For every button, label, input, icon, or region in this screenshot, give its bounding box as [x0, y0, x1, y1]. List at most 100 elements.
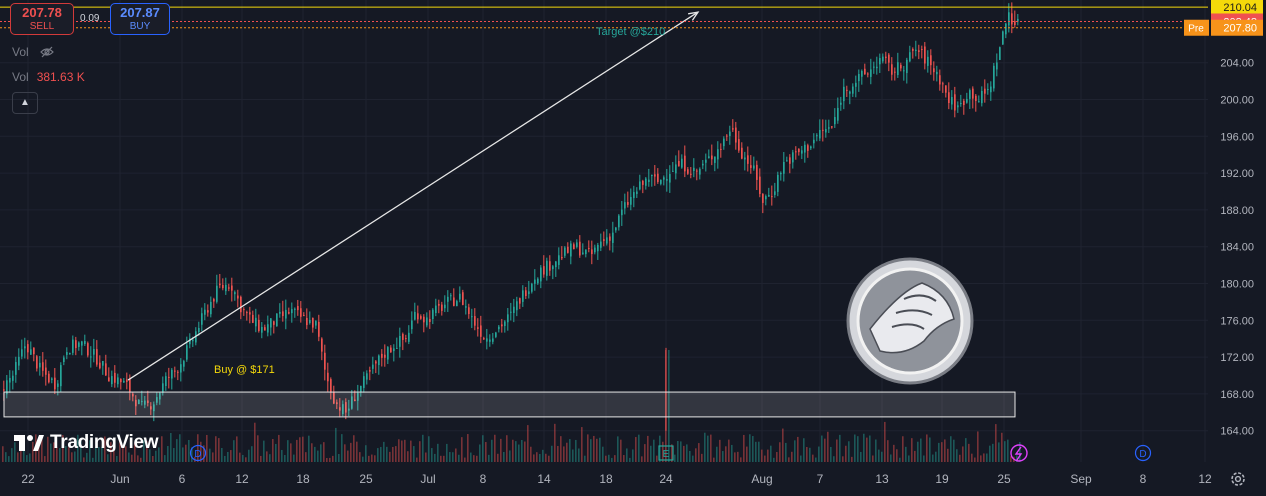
volume-bar [152, 456, 154, 462]
price-tag-label: 210.04 [1223, 2, 1257, 14]
volume-bar [413, 446, 415, 462]
candle-body [918, 50, 920, 52]
volume-bar [857, 436, 859, 462]
candle-body [651, 174, 653, 177]
volume-bar [866, 437, 868, 462]
candle-body [381, 353, 383, 358]
x-tick-label: Aug [751, 472, 772, 486]
candle-body [843, 86, 845, 102]
candle-body [567, 246, 569, 253]
volume-bar [683, 445, 685, 462]
candle-body [990, 86, 992, 93]
candle-body [270, 318, 272, 328]
volume-bar [671, 444, 673, 462]
volume-bar [17, 452, 19, 462]
volume-bar [272, 439, 274, 462]
volume-bar [737, 451, 739, 462]
volume-bar [173, 448, 175, 462]
volume-bar [917, 441, 919, 462]
volume-bar [956, 449, 958, 462]
volume-bar [902, 436, 904, 462]
volume-bar [947, 448, 949, 462]
candle-body [537, 278, 539, 284]
volume-bar [572, 449, 574, 462]
volume-bar [653, 439, 655, 462]
x-tick-label: Sep [1070, 472, 1092, 486]
candle-body [879, 58, 881, 65]
candle-body [483, 338, 485, 340]
candle-body [120, 378, 122, 383]
support-zone [3, 391, 1016, 418]
earnings-marker-box [658, 445, 674, 461]
candle-body [18, 356, 20, 366]
candle-body [972, 88, 974, 99]
volume-bar [719, 439, 721, 462]
volume-bar [548, 455, 550, 462]
candle-body [786, 160, 788, 162]
volume-bar [965, 438, 967, 462]
price-tag-box [1211, 19, 1263, 36]
volume-bar [44, 456, 46, 462]
candle-body [138, 399, 140, 405]
volume-bar [401, 440, 403, 462]
volume-bar [773, 457, 775, 462]
volume-bar [602, 446, 604, 462]
collapse-legend-button[interactable]: ▲ [12, 92, 38, 114]
y-tick-label: 200.00 [1220, 95, 1254, 107]
candle-body [72, 339, 74, 353]
volume-bar [746, 446, 748, 462]
volume-bar [233, 440, 235, 462]
candle-body [171, 369, 173, 379]
candle-body [555, 261, 557, 268]
candle-body [498, 326, 500, 330]
volume-bar [833, 456, 835, 462]
volume-bar [872, 455, 874, 462]
volume-bar [1007, 439, 1009, 462]
candle-body [27, 344, 29, 353]
volume-bar [932, 454, 934, 462]
settings-gear-icon[interactable] [1229, 470, 1247, 488]
volume-bar [923, 455, 925, 462]
volume-bar [398, 439, 400, 462]
lightning-event-icon [1010, 444, 1028, 462]
candle-body [756, 164, 758, 180]
volume-bar [245, 457, 247, 462]
candle-body [942, 83, 944, 85]
candle-body [36, 356, 38, 369]
volume-bar [659, 435, 661, 462]
volume-bar [407, 451, 409, 462]
candle-body [432, 309, 434, 320]
volume-bar [629, 457, 631, 462]
volume-legend-hidden[interactable]: Vol [12, 45, 29, 59]
candle-body [594, 247, 596, 253]
volume-bar [521, 439, 523, 462]
candle-body [753, 165, 755, 169]
volume-bar [812, 454, 814, 462]
candle-body [204, 309, 206, 315]
eye-hidden-icon[interactable] [40, 46, 54, 58]
candle-body [921, 49, 923, 51]
candle-body [897, 62, 899, 75]
volume-legend: Vol 381.63 K [12, 70, 85, 84]
volume-bar [596, 438, 598, 462]
candle-body [165, 376, 167, 387]
candle-body [624, 202, 626, 209]
candle-body [912, 48, 914, 51]
buy-button[interactable]: 207.87 BUY [110, 3, 170, 35]
candle-body [933, 68, 935, 73]
candle-body [636, 191, 638, 194]
candle-body [867, 73, 869, 75]
candle-body [654, 174, 656, 177]
candle-body [369, 370, 371, 372]
volume-bar [557, 445, 559, 462]
sell-button[interactable]: 207.78 SELL [10, 3, 74, 35]
volume-bar [704, 432, 706, 462]
candle-body [954, 94, 956, 111]
candle-body [819, 130, 821, 139]
candle-body [891, 64, 893, 75]
candle-body [198, 327, 200, 333]
candle-body [582, 252, 584, 255]
volume-bar [599, 437, 601, 462]
candle-body [66, 352, 68, 355]
